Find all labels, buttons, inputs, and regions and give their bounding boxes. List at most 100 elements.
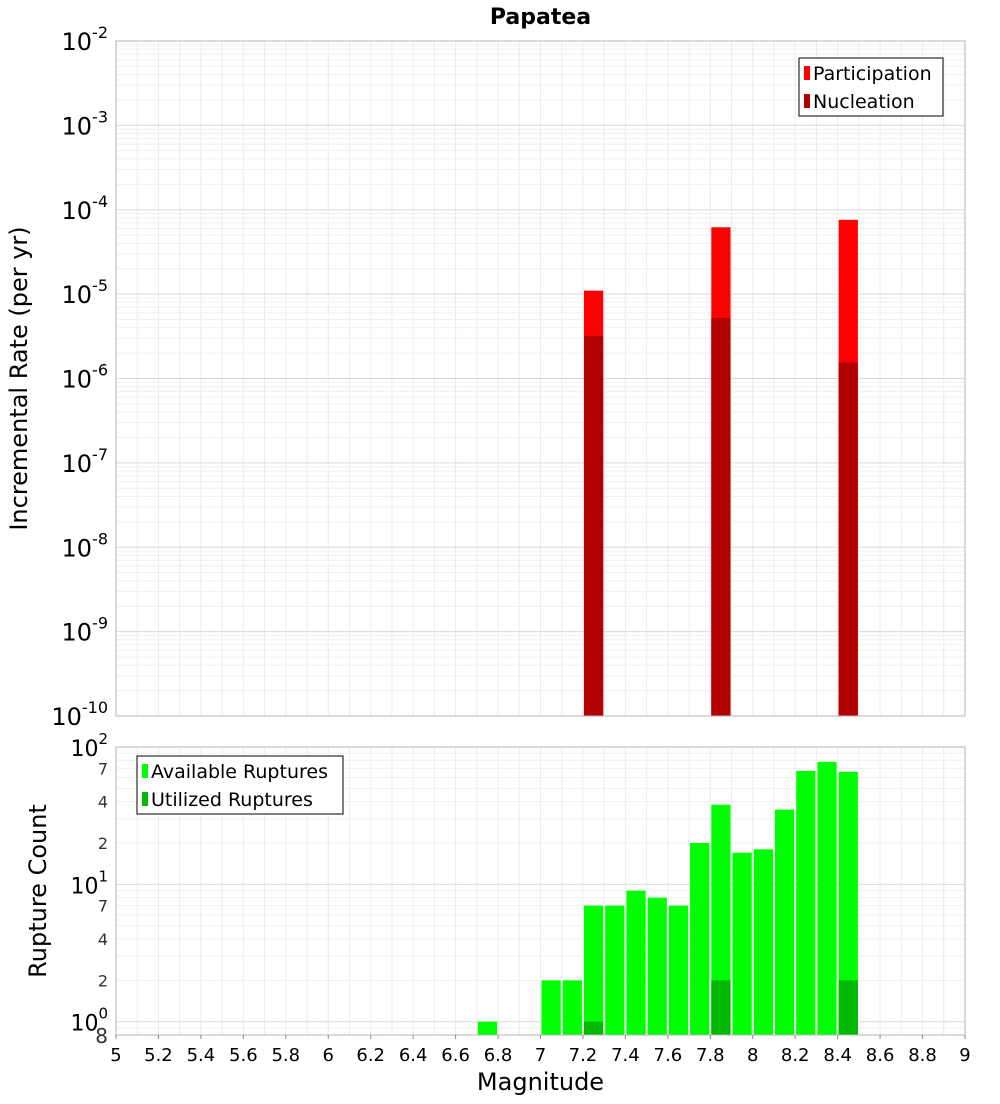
x-tick-label: 5.8 — [271, 1045, 300, 1066]
plot-border — [115, 40, 966, 717]
y-tick-base: 10 — [62, 619, 93, 647]
y-tick-label: 10-3 — [62, 107, 109, 140]
y-axis-label: Rupture Count — [24, 804, 52, 978]
y-tick-base: 10 — [62, 366, 93, 394]
x-tick-label: 7.4 — [611, 1045, 640, 1066]
bar — [711, 804, 731, 1035]
grid-lines — [115, 41, 966, 717]
bar — [583, 335, 604, 716]
bar — [668, 905, 689, 1035]
x-tick-label: 8.6 — [866, 1045, 895, 1066]
y-tick-label: 10-2 — [62, 23, 109, 56]
x-tick-label: 7 — [535, 1045, 546, 1066]
bar — [647, 897, 667, 1035]
y-tick-base: 10 — [70, 874, 98, 899]
y-tick-label: 10-8 — [62, 529, 109, 562]
bar — [583, 905, 604, 1035]
y-tick-exponent: -7 — [92, 445, 108, 464]
bar — [711, 318, 731, 716]
y-tick-label: 100 — [70, 1005, 108, 1037]
bar — [838, 980, 858, 1035]
bar — [690, 843, 710, 1035]
bar — [817, 761, 837, 1035]
bar — [626, 890, 646, 1035]
y-tick-base: 10 — [62, 112, 93, 140]
y-tick-base: 10 — [70, 737, 98, 762]
y-tick-exponent: -9 — [92, 614, 108, 633]
bar — [605, 905, 625, 1035]
y-tick-exponent: -10 — [82, 698, 108, 717]
y-tick-base: 10 — [62, 534, 93, 562]
bar — [732, 852, 752, 1035]
y-tick-exponent: 2 — [98, 730, 108, 748]
y-tick-exponent: 0 — [98, 1005, 108, 1023]
x-tick-label: 5 — [110, 1045, 121, 1066]
y-tick-exponent: -6 — [92, 361, 108, 380]
x-tick-label: 6.8 — [484, 1045, 513, 1066]
y-tick-label: 102 — [70, 730, 108, 762]
bar — [562, 980, 582, 1035]
bar — [838, 362, 858, 716]
legend: Participation Nucleation — [798, 57, 944, 117]
y-tick-base: 10 — [70, 1012, 98, 1037]
bar-series — [583, 980, 858, 1035]
x-tick-label: 9 — [959, 1045, 970, 1066]
x-tick-label: 6.6 — [441, 1045, 470, 1066]
legend-box — [798, 57, 944, 117]
y-tick-base: 10 — [62, 281, 93, 309]
y-tick-label: 10-5 — [62, 276, 109, 309]
legend: Available Ruptures Utilized Ruptures — [136, 755, 344, 815]
y-tick-exponent: -5 — [92, 276, 108, 295]
legend-swatch — [142, 792, 148, 806]
legend-box — [136, 755, 344, 815]
y-tick-label: 10-7 — [62, 445, 109, 478]
x-axis-label: Magnitude — [477, 1068, 604, 1096]
bar — [796, 770, 816, 1035]
x-tick-label: 5.2 — [144, 1045, 173, 1066]
x-tick-label: 7.2 — [569, 1045, 598, 1066]
bar — [838, 771, 858, 1035]
bar-series — [477, 761, 858, 1035]
y-tick-base: 10 — [62, 450, 93, 478]
y-tick-exponent: -4 — [92, 192, 108, 211]
x-tick-label: 7.8 — [696, 1045, 725, 1066]
x-tick-label: 5.6 — [229, 1045, 258, 1066]
x-tick-label: 6 — [323, 1045, 334, 1066]
legend-label: Participation — [813, 63, 932, 85]
y-tick-exponent: -8 — [92, 529, 108, 548]
y-tick-label: 10-4 — [62, 192, 109, 225]
chart-title: Papatea — [490, 5, 591, 30]
bar — [583, 1021, 604, 1035]
x-tick-label: 7.6 — [654, 1045, 683, 1066]
x-tick-label: 8 — [747, 1045, 758, 1066]
x-tick-label: 5.4 — [187, 1045, 216, 1066]
legend-label: Available Ruptures — [151, 761, 328, 783]
bar-series — [583, 318, 858, 716]
x-tick-label: 8.8 — [908, 1045, 937, 1066]
y-tick-label: 4 — [98, 930, 108, 949]
y-tick-label: 2 — [98, 834, 108, 853]
bar — [541, 980, 561, 1035]
x-tick-label: 8.4 — [823, 1045, 852, 1066]
bar — [774, 809, 795, 1035]
y-tick-base: 10 — [51, 703, 82, 731]
y-tick-label: 2 — [98, 971, 108, 990]
y-tick-base: 10 — [62, 197, 93, 225]
legend-label: Utilized Ruptures — [151, 789, 313, 811]
y-axis-label: Incremental Rate (per yr) — [5, 226, 33, 530]
x-tick-label: 6.2 — [356, 1045, 385, 1066]
y-tick-exponent: 1 — [98, 867, 108, 885]
y-tick-label: 10-6 — [62, 361, 109, 394]
bar — [711, 980, 731, 1035]
y-tick-label: 101 — [70, 867, 108, 899]
legend-label: Nucleation — [813, 91, 915, 113]
y-tick-base: 10 — [62, 28, 93, 56]
y-tick-label: 10-10 — [51, 698, 108, 731]
bar — [753, 849, 773, 1035]
y-tick-label: 10-9 — [62, 614, 109, 647]
x-tick-label: 8.2 — [781, 1045, 810, 1066]
y-tick-label: 7 — [98, 897, 108, 916]
y-tick-label: 7 — [98, 759, 108, 778]
